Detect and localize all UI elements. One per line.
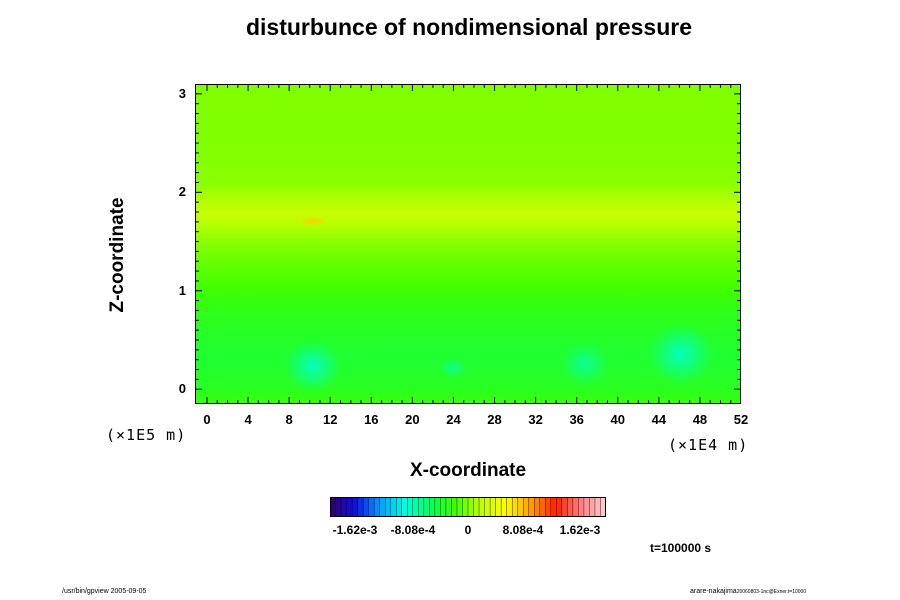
y-tick-label: 0 bbox=[178, 381, 186, 397]
x-axis-label: X-coordinate bbox=[409, 460, 527, 481]
colorbar-cell bbox=[390, 497, 397, 517]
colorbar-cell bbox=[489, 497, 497, 517]
colorbar-cell bbox=[462, 497, 469, 517]
colorbar-cell bbox=[434, 497, 441, 517]
field-blob bbox=[285, 340, 341, 392]
colorbar-cell bbox=[539, 497, 546, 517]
colorbar-cell bbox=[401, 497, 408, 517]
x-tick-label: 44 bbox=[651, 412, 667, 427]
x-tick-label: 12 bbox=[322, 412, 338, 427]
heatmap-plot bbox=[195, 84, 741, 404]
colorbar-cell bbox=[550, 497, 557, 517]
colorbar-cell bbox=[396, 497, 403, 517]
y-tick-label: 1 bbox=[178, 282, 186, 298]
colorbar-tick-label: 0 bbox=[464, 523, 472, 537]
colorbar-cell bbox=[600, 497, 606, 517]
x-tick-label: 36 bbox=[569, 412, 584, 427]
colorbar bbox=[330, 497, 606, 517]
colorbar-cell bbox=[429, 497, 436, 517]
footer-file-name: 20060803-1nc@Exner.t=10000 bbox=[736, 589, 807, 595]
colorbar-cell bbox=[412, 497, 419, 517]
x-tick-label: 48 bbox=[692, 412, 708, 427]
colorbar-cell bbox=[445, 497, 452, 517]
y-tick-label: 3 bbox=[178, 85, 186, 101]
colorbar-cell bbox=[567, 497, 574, 517]
colorbar-cell bbox=[500, 497, 508, 517]
colorbar-cell bbox=[340, 497, 348, 517]
field-blob bbox=[649, 324, 713, 384]
x-tick-label: 8 bbox=[285, 412, 293, 427]
colorbar-cell bbox=[528, 497, 535, 517]
colorbar-tick-label: 1.62e-3 bbox=[559, 523, 601, 537]
colorbar-cell bbox=[418, 497, 425, 517]
colorbar-cell bbox=[357, 497, 364, 517]
colorbar-cell bbox=[534, 497, 541, 517]
colorbar-cell bbox=[561, 497, 568, 517]
time-label: t=100000 s bbox=[650, 541, 712, 555]
colorbar-cell bbox=[556, 497, 563, 517]
colorbar-cell bbox=[589, 497, 596, 517]
colorbar-cell bbox=[484, 497, 491, 517]
colorbar-cell bbox=[517, 497, 524, 517]
y-axis-multiplier: (×1E5 m) bbox=[106, 426, 187, 444]
colorbar-cell bbox=[451, 497, 458, 517]
colorbar-cell bbox=[362, 497, 370, 517]
colorbar-cell bbox=[440, 497, 447, 517]
colorbar-cell bbox=[456, 497, 463, 517]
colorbar-cell bbox=[578, 497, 585, 517]
footer-author: arare-nakajima20060803-1nc@Exner.t=10000 bbox=[690, 588, 806, 595]
colorbar-cell bbox=[572, 497, 579, 517]
plot-border bbox=[195, 84, 741, 404]
colorbar-cell bbox=[467, 497, 475, 517]
y-tick-label: 2 bbox=[178, 184, 186, 200]
colorbar-cell bbox=[511, 497, 519, 517]
colorbar-cell bbox=[495, 497, 502, 517]
colorbar-cell bbox=[423, 497, 430, 517]
colorbar-cell bbox=[346, 497, 353, 517]
colorbar-cell bbox=[379, 497, 386, 517]
colorbar-cell bbox=[478, 497, 486, 517]
colorbar-tick-label: -8.08e-4 bbox=[390, 523, 436, 537]
footer-command: /usr/bin/gpview 2005-09-05 bbox=[62, 588, 147, 595]
colorbar-cell bbox=[373, 497, 381, 517]
x-tick-label: 16 bbox=[364, 412, 379, 427]
colorbar-tick-label: 8.08e-4 bbox=[502, 523, 544, 537]
y-axis-label: Z-coordinate bbox=[107, 197, 128, 313]
colorbar-cell bbox=[594, 497, 601, 517]
x-tick-label: 24 bbox=[446, 412, 461, 427]
field-warm-spot bbox=[299, 216, 327, 226]
x-tick-label: 28 bbox=[487, 412, 502, 427]
chart-title: disturbunce of nondimensional pressure bbox=[245, 14, 692, 40]
x-axis-multiplier: (×1E4 m) bbox=[668, 436, 749, 454]
colorbar-cell bbox=[545, 497, 552, 517]
colorbar-cell bbox=[506, 497, 513, 517]
colorbar-tick-label: -1.62e-3 bbox=[332, 523, 378, 537]
colorbar-cell bbox=[368, 497, 375, 517]
colorbar-cell bbox=[522, 497, 530, 517]
x-tick-label: 20 bbox=[405, 412, 420, 427]
x-tick-label: 0 bbox=[203, 412, 211, 427]
x-tick-label: 52 bbox=[733, 412, 749, 427]
x-tick-label: 32 bbox=[528, 412, 543, 427]
colorbar-cell bbox=[473, 497, 480, 517]
colorbar-cell bbox=[407, 497, 414, 517]
colorbar-cell bbox=[335, 497, 342, 517]
x-tick-label: 40 bbox=[610, 412, 625, 427]
field-blob bbox=[439, 358, 467, 378]
field-blob bbox=[561, 342, 609, 386]
x-tick-label: 4 bbox=[244, 412, 252, 427]
minor-ticks bbox=[195, 84, 741, 404]
colorbar-cell bbox=[385, 497, 392, 517]
colorbar-cell bbox=[583, 497, 590, 517]
colorbar-cell bbox=[351, 497, 359, 517]
footer-author-name: arare-nakajima bbox=[690, 588, 737, 595]
